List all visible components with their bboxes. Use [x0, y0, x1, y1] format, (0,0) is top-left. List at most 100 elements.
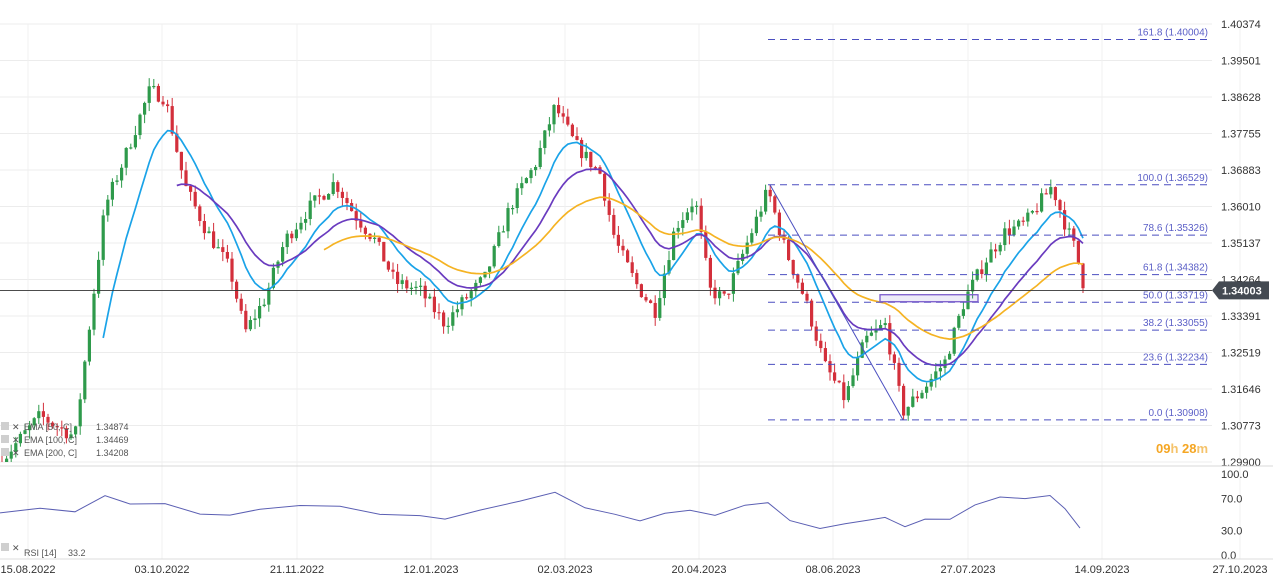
candle-body: [961, 309, 965, 316]
grid: [0, 23, 1241, 559]
y-tick-label: 1.29900: [1221, 457, 1261, 469]
candle-body: [428, 296, 432, 299]
candle-body: [483, 271, 487, 278]
candle-body: [704, 231, 708, 258]
candle-body: [23, 430, 27, 434]
candle-body: [143, 102, 147, 115]
candle-body: [156, 85, 160, 102]
fibonacci-levels[interactable]: 161.8 (1.40004) 100.0 (1.36529) 78.6 (1.35…: [768, 27, 1210, 421]
candle-body: [359, 220, 363, 228]
candle-body: [980, 269, 984, 275]
y-tick-label: 1.32519: [1221, 347, 1261, 359]
candles: [1, 78, 1085, 462]
fib-level-label: 61.8 (1.34382): [1143, 263, 1208, 274]
candle-body: [294, 229, 298, 239]
candle-body: [892, 354, 896, 363]
candle-body: [373, 237, 377, 239]
candle-body: [216, 247, 220, 249]
candle-body: [442, 312, 446, 327]
candle-body: [327, 193, 331, 200]
candle-body: [64, 428, 68, 439]
candle-body: [363, 227, 367, 234]
candle-body: [957, 315, 961, 328]
candle-body: [32, 418, 36, 426]
candle-body: [1044, 193, 1048, 195]
y-tick-label: 1.33391: [1221, 311, 1261, 323]
candle-body: [754, 216, 758, 234]
x-tick-label: 08.06.2023: [805, 564, 860, 576]
y-tick-label: 1.31646: [1221, 384, 1261, 396]
candle-body: [736, 260, 740, 274]
candle-body: [271, 267, 275, 288]
candle-body: [833, 372, 837, 381]
candle-body: [626, 250, 630, 263]
candle-body: [644, 297, 648, 301]
candle-body: [750, 233, 754, 243]
candle-body: [354, 211, 358, 221]
candle-body: [653, 302, 657, 318]
candle-body: [28, 425, 32, 431]
ema-line: [102, 129, 1084, 383]
candle-body: [432, 296, 436, 313]
ema-line: [323, 196, 1084, 340]
candle-body: [175, 133, 179, 152]
indicator-value: 1.34469: [96, 435, 129, 445]
candle-body: [764, 189, 768, 212]
x-tick-label: 03.10.2022: [134, 564, 189, 576]
candle-body: [584, 151, 588, 159]
candle-body: [497, 232, 501, 247]
candle-body: [759, 211, 763, 217]
candle-body: [409, 287, 413, 289]
candle-body: [106, 199, 110, 216]
candle-body: [83, 361, 87, 400]
candle-body: [681, 220, 685, 228]
candle-body: [796, 274, 800, 283]
candle-body: [258, 306, 262, 319]
candle-body: [787, 239, 791, 260]
candle-body: [161, 101, 165, 105]
candle-body: [446, 325, 450, 327]
candle-body: [331, 182, 335, 194]
candle-body: [9, 451, 13, 459]
candle-body: [731, 273, 735, 294]
candle-body: [110, 181, 114, 200]
candle-body: [869, 332, 873, 336]
candle-body: [1049, 187, 1053, 195]
candle-body: [630, 262, 634, 274]
candle-body: [285, 233, 289, 248]
candle-body: [814, 326, 818, 341]
fib-level-label: 50.0 (1.33719): [1143, 290, 1208, 301]
ema-line: [176, 168, 1084, 367]
candle-body: [1076, 240, 1080, 264]
candle-body: [501, 231, 505, 233]
candle-body: [377, 237, 381, 242]
candle-body: [934, 371, 938, 379]
candle-body: [695, 205, 699, 207]
candle-body: [570, 124, 574, 137]
candle-body: [198, 206, 202, 222]
candle-body: [138, 114, 142, 136]
candle-body: [1003, 228, 1007, 246]
current-price-label: 1.34003: [1222, 285, 1262, 297]
candle-body: [207, 231, 211, 234]
candle-body: [842, 382, 846, 401]
candle-body: [1040, 193, 1044, 212]
x-tick-label: 27.07.2023: [940, 564, 995, 576]
candle-body: [557, 105, 561, 114]
candle-body: [911, 396, 915, 407]
x-tick-label: 27.10.2023: [1212, 564, 1267, 576]
candle-timer: 09h 28m: [1156, 441, 1208, 456]
candle-body: [713, 287, 717, 299]
candle-body: [543, 130, 547, 148]
ema-lines: [102, 129, 1084, 383]
candle-body: [166, 104, 170, 107]
candle-body: [520, 183, 524, 189]
candle-body: [469, 291, 473, 299]
remove-icon: ✕: [12, 422, 20, 432]
candle-body: [189, 186, 193, 192]
candle-body: [791, 259, 795, 275]
candle-body: [133, 135, 137, 148]
fib-level-label: 78.6 (1.35326): [1143, 223, 1208, 234]
